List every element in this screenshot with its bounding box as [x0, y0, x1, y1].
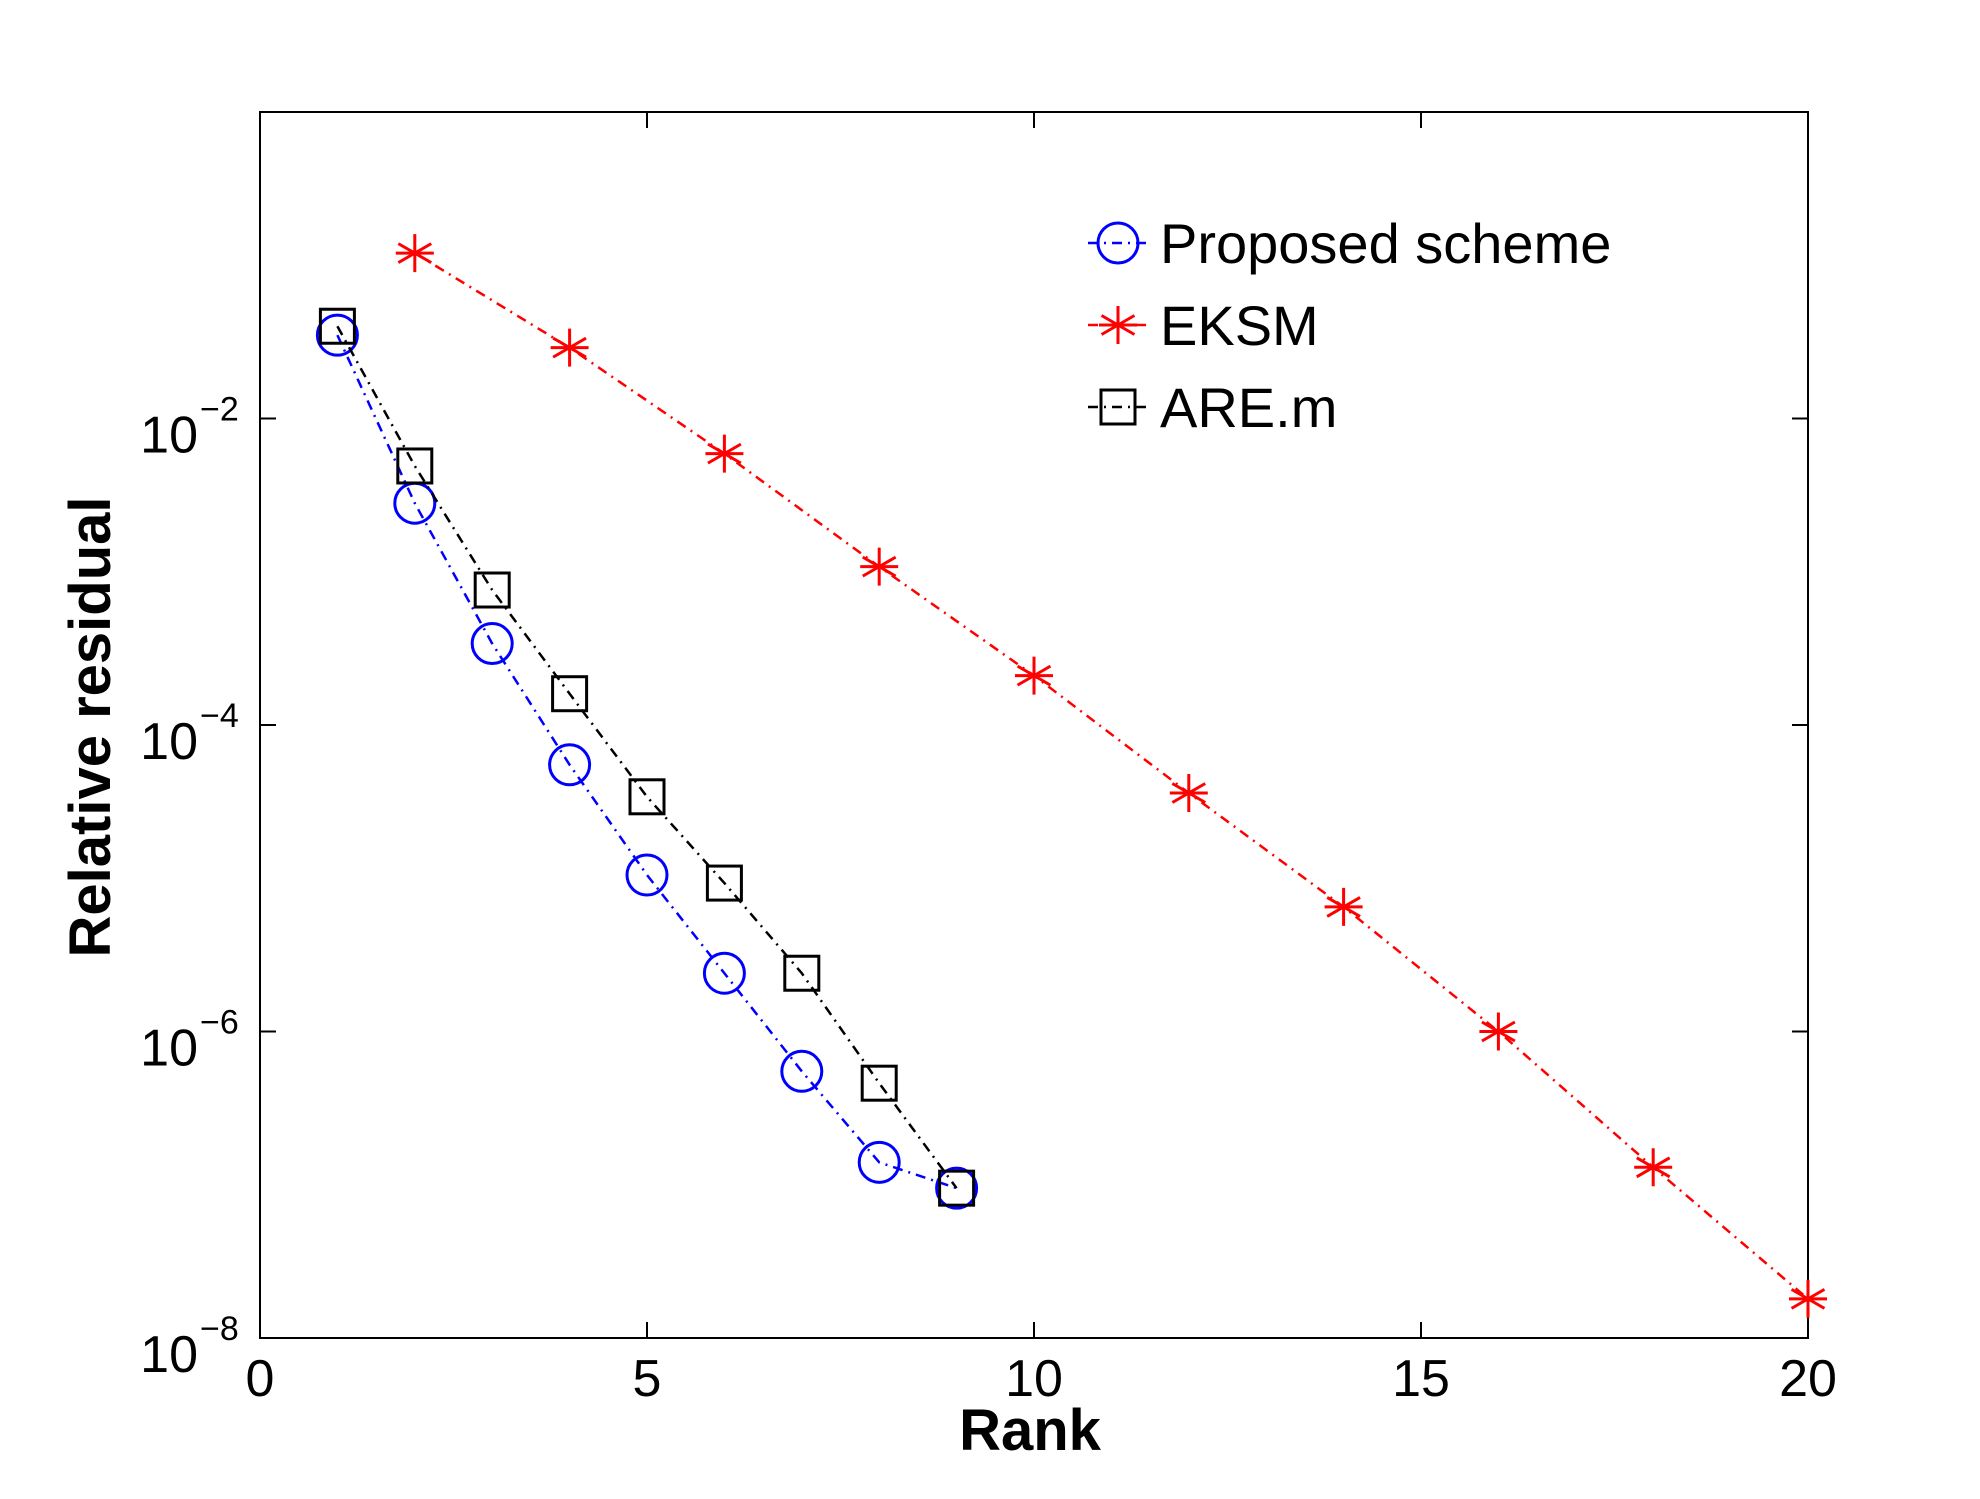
asterisk-marker [705, 434, 744, 473]
series-line [414, 252, 1809, 1300]
x-tick-label: 5 [633, 1350, 662, 1408]
x-tick-label: 0 [246, 1350, 275, 1408]
series-line [336, 334, 957, 1190]
y-tick-label: 10 [140, 713, 198, 771]
circle-marker [702, 951, 746, 995]
y-tick-label: 10 [140, 1020, 198, 1078]
legend-label: Proposed scheme [1160, 212, 1611, 275]
square-marker [1099, 388, 1137, 426]
asterisk-marker [395, 234, 434, 273]
legend-item: Proposed scheme [1088, 212, 1611, 275]
x-tick-label: 10 [1005, 1350, 1063, 1408]
x-axis-title: Rank [959, 1398, 1102, 1463]
y-axis-title: Relative residual [58, 497, 123, 958]
legend-item: EKSM [1088, 294, 1319, 357]
circle-marker [625, 853, 669, 897]
square-marker [628, 778, 666, 816]
y-tick-label: 10 [140, 407, 198, 465]
asterisk-marker [1634, 1148, 1673, 1187]
asterisk-marker [1789, 1279, 1827, 1318]
x-tick-label: 15 [1392, 1350, 1450, 1408]
y-tick-exponent: −4 [200, 697, 239, 735]
y-tick-exponent: −6 [200, 1004, 239, 1042]
plot-frame [259, 111, 1809, 1339]
y-tick-exponent: −8 [200, 1310, 239, 1348]
y-tick-label: 10 [140, 1326, 198, 1384]
series-line [336, 325, 958, 1189]
legend-item: ARE.m [1088, 376, 1337, 439]
circle-marker [1096, 221, 1140, 265]
circle-marker [780, 1049, 824, 1093]
square-marker [938, 1169, 976, 1207]
series-circle [315, 313, 979, 1210]
asterisk-marker [1015, 656, 1053, 695]
circle-marker [470, 622, 514, 666]
asterisk-marker [1169, 773, 1208, 812]
series-asterisk [395, 234, 1827, 1318]
asterisk-marker [1479, 1012, 1518, 1051]
circle-marker [857, 1140, 901, 1184]
circle-marker [935, 1166, 979, 1210]
asterisk-marker [860, 547, 899, 586]
square-marker [473, 571, 511, 609]
series-square [318, 307, 976, 1207]
square-marker [396, 447, 434, 485]
y-tick-exponent: −2 [200, 391, 239, 429]
square-marker [705, 864, 743, 902]
asterisk-marker [550, 328, 589, 367]
legend-label: EKSM [1160, 294, 1319, 357]
circle-marker [548, 743, 592, 787]
asterisk-marker [1099, 306, 1137, 344]
square-marker [318, 307, 356, 345]
square-marker [860, 1064, 898, 1102]
asterisk-marker [1324, 887, 1363, 926]
legend: Proposed scheme EKSM ARE.m [1088, 212, 1611, 439]
square-marker [551, 675, 589, 713]
circle-marker [315, 313, 359, 357]
legend-label: ARE.m [1160, 376, 1337, 439]
square-marker [783, 954, 821, 992]
series-layer [315, 234, 1827, 1318]
x-tick-label: 20 [1779, 1350, 1837, 1408]
